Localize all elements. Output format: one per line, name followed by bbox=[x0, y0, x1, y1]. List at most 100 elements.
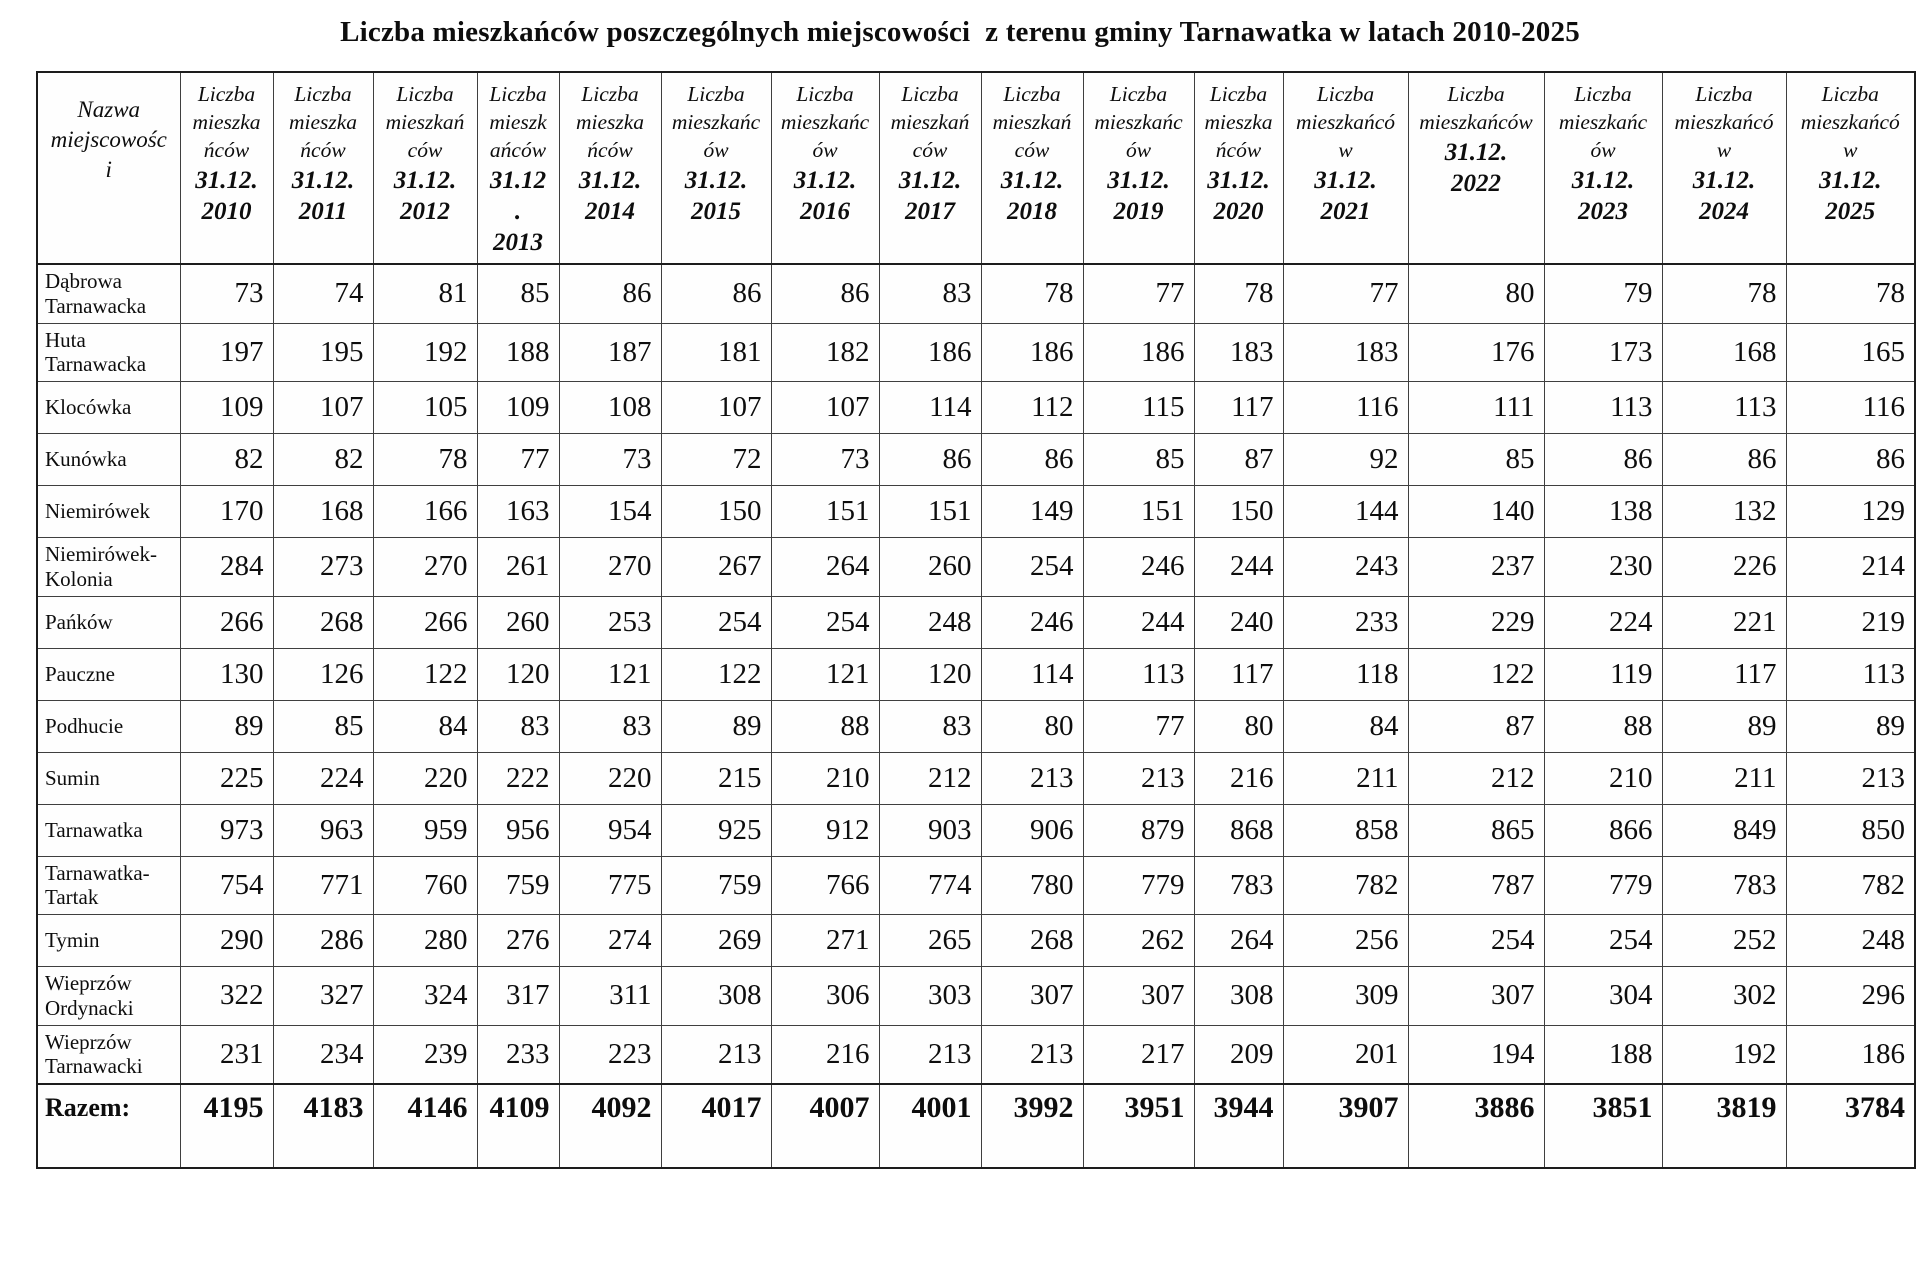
total-cell: 4092 bbox=[558, 1083, 662, 1169]
population-cell: 221 bbox=[1661, 595, 1787, 649]
population-cell: 280 bbox=[372, 914, 478, 968]
population-cell: 116 bbox=[1282, 381, 1409, 435]
population-cell: 309 bbox=[1282, 966, 1409, 1026]
population-cell: 253 bbox=[558, 595, 662, 649]
population-cell: 271 bbox=[770, 914, 880, 968]
population-cell: 213 bbox=[1785, 751, 1916, 805]
population-cell: 89 bbox=[660, 699, 772, 753]
population-cell: 244 bbox=[1082, 595, 1195, 649]
population-cell: 254 bbox=[770, 595, 880, 649]
column-header-label: Liczba mieszka ńców bbox=[288, 82, 358, 162]
population-cell: 86 bbox=[1543, 433, 1663, 487]
population-cell: 307 bbox=[1082, 966, 1195, 1026]
population-cell: 188 bbox=[1543, 1024, 1663, 1085]
population-cell: 270 bbox=[372, 537, 478, 597]
population-cell: 201 bbox=[1282, 1024, 1409, 1085]
population-cell: 176 bbox=[1407, 322, 1545, 383]
population-cell: 72 bbox=[660, 433, 772, 487]
population-cell: 73 bbox=[770, 433, 880, 487]
population-cell: 120 bbox=[476, 647, 560, 701]
population-cell: 197 bbox=[179, 322, 274, 383]
population-cell: 222 bbox=[476, 751, 560, 805]
population-cell: 85 bbox=[476, 263, 560, 324]
population-cell: 266 bbox=[372, 595, 478, 649]
population-cell: 270 bbox=[558, 537, 662, 597]
column-header-2012: Liczba mieszkań ców 31.12. 2012 bbox=[372, 71, 478, 265]
total-cell: 3944 bbox=[1193, 1083, 1284, 1169]
row-label: Tymin bbox=[36, 914, 181, 968]
total-cell: 3819 bbox=[1661, 1083, 1787, 1169]
column-header-label: Liczba mieszkańc ów bbox=[671, 82, 761, 162]
population-cell: 79 bbox=[1543, 263, 1663, 324]
table-row: Podhucie 89 85 84 83 83 89 88 83 80 77 80 84 87 88 89 89 bbox=[36, 699, 1916, 753]
column-header-date: 31.12. bbox=[1819, 166, 1882, 194]
population-cell: 82 bbox=[179, 433, 274, 487]
population-cell: 84 bbox=[1282, 699, 1409, 753]
population-cell: 109 bbox=[179, 381, 274, 435]
population-cell: 120 bbox=[878, 647, 982, 701]
population-cell: 264 bbox=[1193, 914, 1284, 968]
population-cell: 217 bbox=[1082, 1024, 1195, 1085]
population-cell: 216 bbox=[770, 1024, 880, 1085]
column-header-year: 2017 bbox=[905, 198, 955, 226]
column-header-label: Liczba mieszkań ców bbox=[890, 82, 970, 162]
total-cell: 4146 bbox=[372, 1083, 478, 1169]
column-header-2018: Liczba mieszkań ców 31.12. 2018 bbox=[980, 71, 1084, 265]
population-cell: 149 bbox=[980, 485, 1084, 539]
population-cell: 296 bbox=[1785, 966, 1916, 1026]
column-header-year: 2012 bbox=[400, 198, 450, 226]
population-cell: 213 bbox=[878, 1024, 982, 1085]
column-header-year: 2022 bbox=[1451, 170, 1501, 198]
population-cell: 166 bbox=[372, 485, 478, 539]
column-header-date: 31.12. bbox=[1571, 166, 1635, 194]
population-cell: 322 bbox=[179, 966, 274, 1026]
population-cell: 74 bbox=[272, 263, 374, 324]
page-title: Liczba mieszkańców poszczególnych miejsc… bbox=[340, 16, 1580, 48]
population-cell: 86 bbox=[878, 433, 982, 487]
column-header-date: 31.12. bbox=[291, 166, 355, 194]
column-header-year: 2014 bbox=[585, 198, 635, 226]
population-cell: 138 bbox=[1543, 485, 1663, 539]
table-row: Wieprzów Tarnawacki 231 234 239 233 223 213 216… bbox=[36, 1024, 1916, 1085]
population-cell: 87 bbox=[1407, 699, 1545, 753]
population-cell: 925 bbox=[660, 803, 772, 857]
population-cell: 209 bbox=[1193, 1024, 1284, 1085]
population-cell: 262 bbox=[1082, 914, 1195, 968]
population-cell: 182 bbox=[770, 322, 880, 383]
table-row: Pańków 266 268 266 260 253 254 254 248 246 244 240 2… bbox=[36, 595, 1916, 649]
population-cell: 212 bbox=[878, 751, 982, 805]
population-cell: 151 bbox=[1082, 485, 1195, 539]
table-row: Dąbrowa Tarnawacka 73 74 81 85 86 86 86 83 78 77 78… bbox=[36, 263, 1916, 324]
population-cell: 86 bbox=[770, 263, 880, 324]
population-cell: 780 bbox=[980, 855, 1084, 916]
population-cell: 113 bbox=[1661, 381, 1787, 435]
population-cell: 151 bbox=[770, 485, 880, 539]
population-cell: 267 bbox=[660, 537, 772, 597]
population-cell: 234 bbox=[272, 1024, 374, 1085]
document-page: Liczba mieszkańców poszczególnych miejsc… bbox=[0, 16, 1920, 1170]
population-cell: 117 bbox=[1193, 381, 1284, 435]
population-cell: 132 bbox=[1661, 485, 1787, 539]
column-header-date: 31.12. bbox=[793, 166, 857, 194]
total-row-label: Razem: bbox=[36, 1083, 181, 1169]
population-cell: 109 bbox=[476, 381, 560, 435]
population-cell: 248 bbox=[1785, 914, 1916, 968]
column-header-2022: Liczba mieszkańców 31.12. 2022 bbox=[1407, 71, 1545, 265]
population-cell: 254 bbox=[980, 537, 1084, 597]
population-cell: 286 bbox=[272, 914, 374, 968]
population-cell: 78 bbox=[980, 263, 1084, 324]
population-cell: 105 bbox=[372, 381, 478, 435]
population-cell: 254 bbox=[1407, 914, 1545, 968]
population-cell: 858 bbox=[1282, 803, 1409, 857]
column-header-label: Liczba mieszkań ców bbox=[992, 82, 1072, 162]
population-cell: 783 bbox=[1661, 855, 1787, 916]
population-cell: 77 bbox=[1082, 699, 1195, 753]
column-header-date: 31.12. bbox=[1207, 166, 1270, 194]
population-cell: 256 bbox=[1282, 914, 1409, 968]
population-cell: 782 bbox=[1785, 855, 1916, 916]
total-cell: 3886 bbox=[1407, 1083, 1545, 1169]
column-header-label: Liczba mieszka ńców bbox=[575, 82, 645, 162]
row-label: Dąbrowa Tarnawacka bbox=[36, 263, 181, 324]
population-cell: 107 bbox=[770, 381, 880, 435]
population-cell: 192 bbox=[372, 322, 478, 383]
